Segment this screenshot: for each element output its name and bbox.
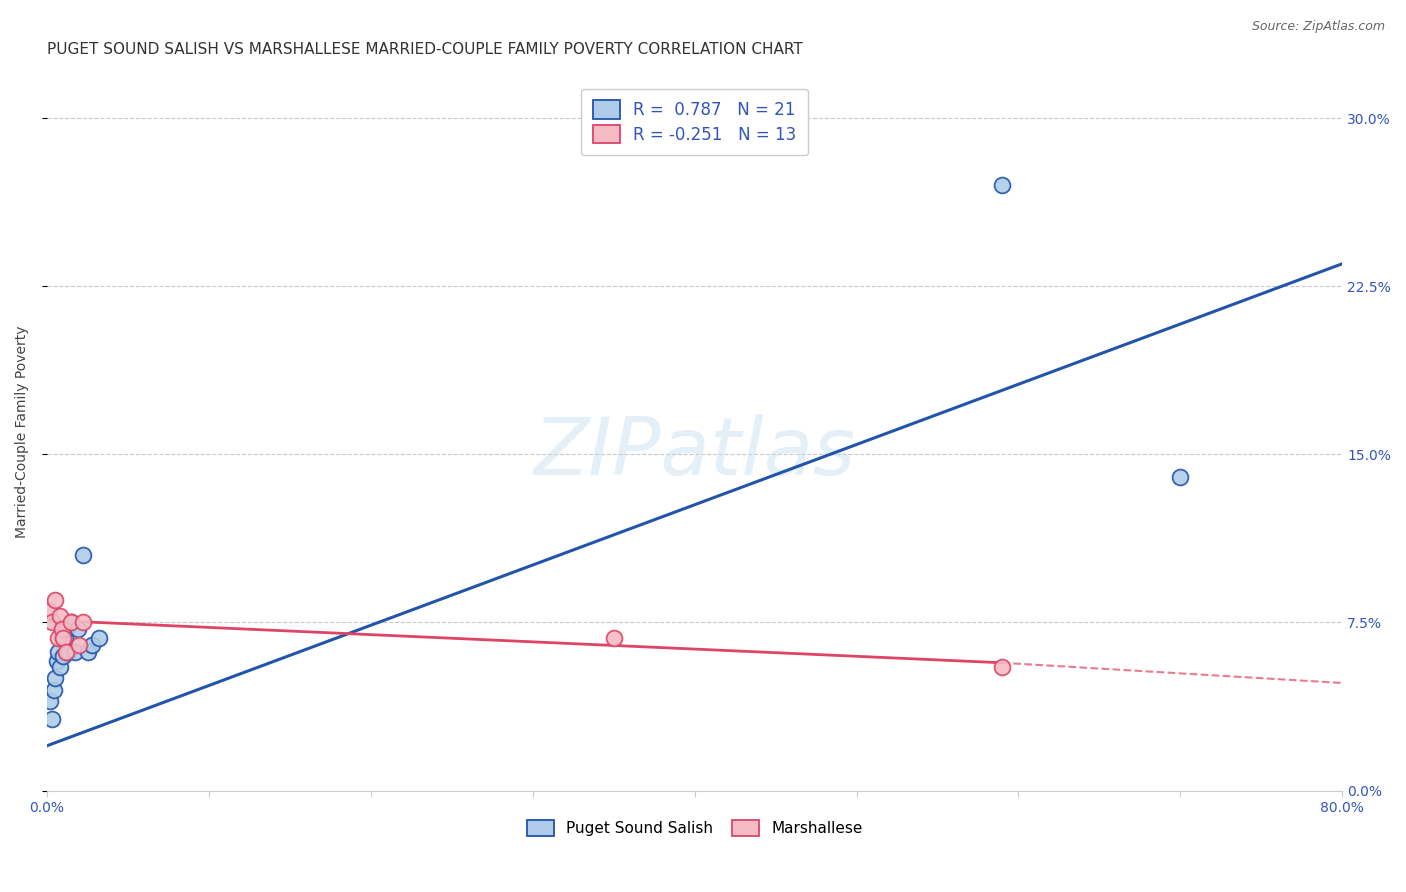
Legend: Puget Sound Salish, Marshallese: Puget Sound Salish, Marshallese <box>519 813 870 844</box>
Point <box>87 631 110 645</box>
Point <box>41 712 63 726</box>
Point <box>55 622 77 636</box>
Point <box>60 615 83 630</box>
Point <box>66 622 89 636</box>
Point <box>1170 469 1192 483</box>
Point <box>63 644 86 658</box>
Point <box>51 622 73 636</box>
Point <box>76 644 98 658</box>
Point <box>41 615 63 630</box>
Text: Source: ZipAtlas.com: Source: ZipAtlas.com <box>1251 20 1385 33</box>
Point <box>51 631 73 645</box>
Point <box>72 548 94 562</box>
Point <box>49 660 72 674</box>
Point <box>602 631 624 645</box>
Point <box>56 644 79 658</box>
Point <box>991 660 1014 674</box>
Point <box>53 631 76 645</box>
Point <box>52 649 75 664</box>
Y-axis label: Married-Couple Family Poverty: Married-Couple Family Poverty <box>15 326 30 538</box>
Point <box>60 615 83 630</box>
Point <box>72 615 94 630</box>
Point <box>39 694 62 708</box>
Point <box>38 604 60 618</box>
Point <box>48 644 70 658</box>
Point <box>991 178 1014 193</box>
Point <box>44 672 66 686</box>
Point <box>49 608 72 623</box>
Text: PUGET SOUND SALISH VS MARSHALLESE MARRIED-COUPLE FAMILY POVERTY CORRELATION CHAR: PUGET SOUND SALISH VS MARSHALLESE MARRIE… <box>46 42 803 57</box>
Point <box>55 644 77 658</box>
Point <box>45 654 67 668</box>
Text: ZIPatlas: ZIPatlas <box>534 415 856 492</box>
Point <box>48 631 70 645</box>
Point <box>52 631 75 645</box>
Point <box>42 682 65 697</box>
Point <box>67 638 90 652</box>
Point <box>44 593 66 607</box>
Point <box>82 638 104 652</box>
